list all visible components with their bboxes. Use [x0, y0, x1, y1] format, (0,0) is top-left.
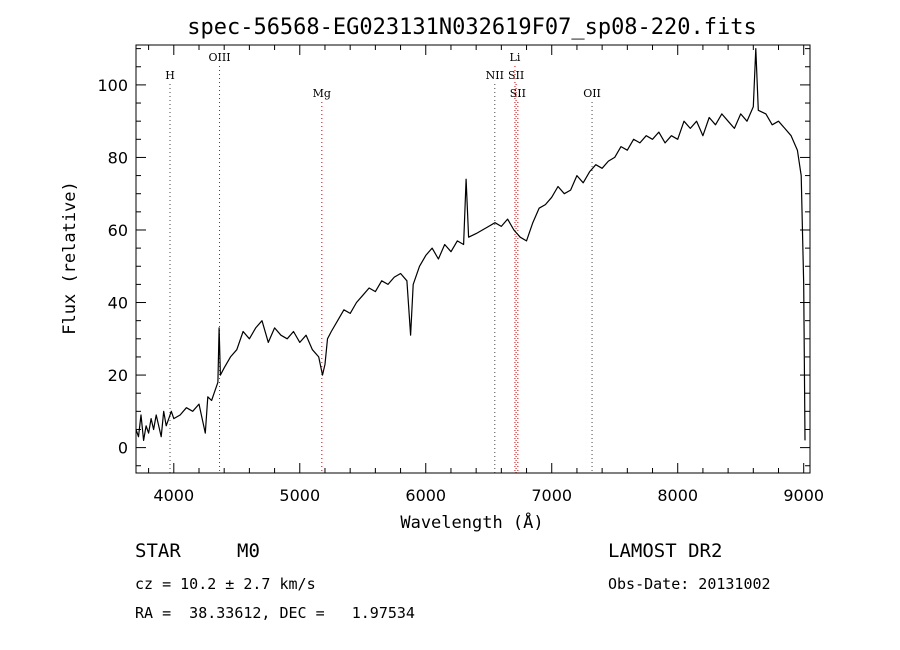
y-tick-label: 40 [108, 294, 128, 313]
x-axis-label: Wavelength (Å) [400, 511, 543, 533]
chart-title: spec-56568-EG023131N032619F07_sp08-220.f… [187, 15, 757, 40]
x-axis: 4000 5000 6000 7000 8000 9000 [148, 45, 824, 505]
flux-series [135, 48, 806, 441]
survey-name: LAMOST DR2 [608, 540, 723, 562]
x-tick-label: 8000 [657, 486, 698, 505]
object-class: STAR [135, 540, 181, 562]
spectral-line-label: SII [508, 69, 524, 82]
y-axis: 0 20 40 60 80 100 [97, 48, 810, 467]
object-subclass: M0 [237, 540, 260, 562]
flux-line [135, 48, 806, 441]
x-tick-label: 7000 [531, 486, 572, 505]
y-axis-label: Flux (relative) [60, 181, 80, 335]
y-tick-label: 0 [118, 439, 128, 458]
spectral-line-label: H [165, 69, 175, 82]
spectral-line-label: SII [510, 87, 526, 100]
coordinates: RA = 38.33612, DEC = 1.97534 [135, 604, 415, 622]
redshift-cz: cz = 10.2 ± 2.7 km/s [135, 575, 316, 593]
y-tick-label: 60 [108, 221, 128, 240]
spectral-line-label: NII [486, 69, 504, 82]
plot-frame [135, 44, 811, 474]
spectrum-chart: spec-56568-EG023131N032619F07_sp08-220.f… [60, 15, 824, 533]
y-tick-label: 20 [108, 366, 128, 385]
spectral-line-label: OIII [208, 51, 230, 64]
y-tick-label: 100 [97, 76, 128, 95]
x-tick-label: 6000 [405, 486, 446, 505]
spectral-line-label: Li [510, 51, 521, 64]
spectral-line-label: Mg [313, 87, 331, 100]
spectral-line-markers: H OIII Mg NII Li SII SII OII [165, 51, 601, 473]
x-tick-label: 4000 [153, 486, 194, 505]
observation-date: Obs-Date: 20131002 [608, 575, 771, 593]
x-tick-label: 5000 [279, 486, 320, 505]
x-tick-label: 9000 [783, 486, 824, 505]
spectral-line-label: OII [583, 87, 601, 100]
y-tick-label: 80 [108, 148, 128, 167]
